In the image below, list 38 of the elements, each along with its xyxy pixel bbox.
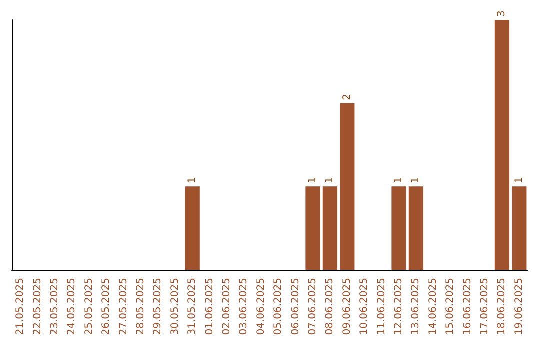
x-tick-label: 02.06.2025 <box>222 278 232 336</box>
x-tick-label: 09.06.2025 <box>342 278 353 336</box>
data-label: 3 <box>496 10 508 17</box>
x-tick-label: 19.06.2025 <box>514 278 525 336</box>
x-tick-label: 21.05.2025 <box>15 278 26 336</box>
x-tick-label: 17.06.2025 <box>480 278 490 336</box>
x-tick-label: 18.06.2025 <box>496 278 508 336</box>
data-label: 1 <box>324 177 336 184</box>
x-tick-label: 24.05.2025 <box>66 278 78 336</box>
data-label: 1 <box>308 177 318 184</box>
x-tick-label: 12.06.2025 <box>394 278 404 336</box>
x-tick-label: 25.05.2025 <box>84 278 95 336</box>
x-tick-label: 26.05.2025 <box>101 278 112 336</box>
x-tick-label: 23.05.2025 <box>50 278 60 336</box>
data-label: 2 <box>342 94 353 100</box>
x-tick-label: 07.06.2025 <box>308 278 318 336</box>
data-label: 1 <box>410 177 422 184</box>
data-label: 1 <box>394 177 404 184</box>
data-label: 1 <box>514 177 525 184</box>
x-tick-label: 22.05.2025 <box>32 278 44 336</box>
x-tick-label: 15.06.2025 <box>445 278 456 336</box>
x-tick-label: 05.06.2025 <box>273 278 284 336</box>
x-tick-label: 11.06.2025 <box>376 278 388 336</box>
x-tick-label: 06.06.2025 <box>290 278 302 336</box>
x-tick-label: 16.06.2025 <box>462 278 474 336</box>
x-tick-label: 04.06.2025 <box>256 278 267 336</box>
x-tick-label: 10.06.2025 <box>359 278 370 336</box>
x-tick-label: 13.06.2025 <box>410 278 422 336</box>
x-tick-label: 31.05.2025 <box>187 278 198 336</box>
x-tick-label: 29.05.2025 <box>152 278 164 336</box>
x-tick-label: 30.05.2025 <box>170 278 181 336</box>
x-tick-label: 08.06.2025 <box>324 278 336 336</box>
x-tick-label: 01.06.2025 <box>204 278 216 336</box>
data-label: 1 <box>187 177 198 184</box>
x-tick-label: 27.05.2025 <box>118 278 130 336</box>
x-tick-label: 14.06.2025 <box>428 278 439 336</box>
x-tick-label: 03.06.2025 <box>238 278 250 336</box>
x-tick-label: 28.05.2025 <box>136 278 146 336</box>
